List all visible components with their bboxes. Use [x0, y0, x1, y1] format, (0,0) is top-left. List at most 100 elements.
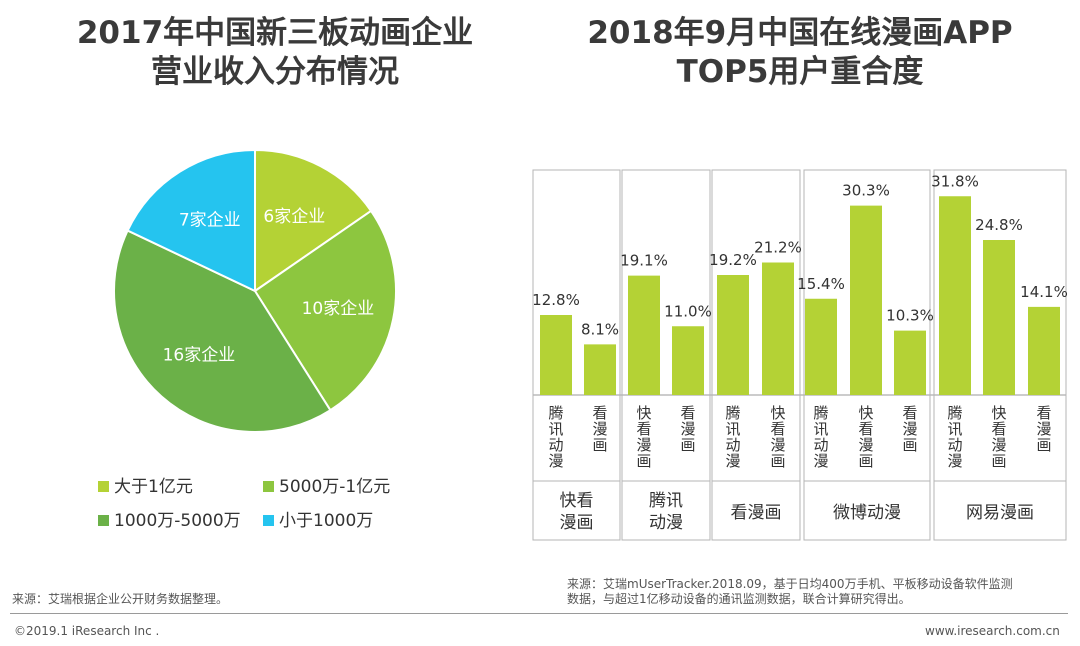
- group-name-line-2: 漫画: [560, 513, 594, 533]
- group-panel: [803, 169, 931, 541]
- bar-value-label: 12.8%: [532, 291, 580, 309]
- bar-category-label-char: 画: [991, 452, 1006, 470]
- group-name: 网易漫画: [966, 503, 1034, 523]
- source-note-right: 来源：艾瑞mUserTracker.2018.09，基于日均400万手机、平板移…: [567, 577, 1013, 607]
- group-panel: [532, 169, 621, 541]
- bar-category-label-char: 看: [636, 420, 651, 438]
- group-name-line-2: 动漫: [649, 513, 683, 533]
- bar-category-label-char: 讯: [725, 420, 740, 438]
- bar-category-label-char: 看: [858, 420, 873, 438]
- bar-category-label-char: 快: [770, 404, 785, 422]
- bar: [805, 298, 837, 395]
- bar-category-label-char: 漫: [991, 436, 1006, 454]
- bar-value-label: 11.0%: [664, 302, 712, 320]
- pie-title-line-1: 2017年中国新三板动画企业: [76, 15, 474, 51]
- source-note-right-line-1: 来源：艾瑞mUserTracker.2018.09，基于日均400万手机、平板移…: [567, 577, 1013, 591]
- group-name-line-1: 快看: [560, 491, 594, 511]
- group-name-line-1: 腾讯: [649, 491, 683, 511]
- bar-category-label-char: 画: [1036, 436, 1051, 454]
- bar: [584, 344, 616, 395]
- pie-slice-label: 10家企业: [302, 299, 375, 319]
- bar: [672, 326, 704, 395]
- bar-value-label: 31.8%: [931, 172, 979, 190]
- bar-value-label: 8.1%: [581, 320, 619, 338]
- group-name: 看漫画: [731, 503, 782, 523]
- bar-value-label: 21.2%: [754, 239, 802, 257]
- bar: [1028, 306, 1060, 395]
- bar-category-label-char: 画: [592, 436, 607, 454]
- pie-chart-title: 2017年中国新三板动画企业 营业收入分布情况: [45, 14, 505, 92]
- bar-category-label-char: 漫: [592, 420, 607, 438]
- bar: [717, 275, 749, 395]
- bar-category-label-char: 讯: [947, 420, 962, 438]
- legend-label: 5000万-1亿元: [279, 477, 390, 497]
- group-name: 微博动漫: [833, 503, 901, 523]
- bar-category-label-char: 快: [636, 404, 651, 422]
- legend-label: 1000万-5000万: [114, 511, 241, 531]
- legend-swatch: [98, 481, 109, 492]
- bar-category-label-char: 漫: [858, 436, 873, 454]
- pie-slice-label: 6家企业: [263, 207, 325, 227]
- group-panel: [621, 169, 711, 541]
- bar-category-label-char: 看: [991, 420, 1006, 438]
- bar-value-label: 30.3%: [842, 182, 890, 200]
- bar-category-label-char: 腾: [548, 404, 563, 422]
- bar-category-label-char: 动: [813, 436, 828, 454]
- copyright: ©2019.1 iResearch Inc .: [14, 624, 160, 638]
- bar-value-label: 14.1%: [1020, 283, 1068, 301]
- bar-chart-title: 2018年9月中国在线漫画APP TOP5用户重合度: [560, 14, 1040, 92]
- pie-slice-2: [253, 209, 397, 412]
- bar-category-label-char: 漫: [770, 436, 785, 454]
- bar-value-label: 19.2%: [709, 251, 757, 269]
- bar-category-label-char: 漫: [1036, 420, 1051, 438]
- legend-swatch: [263, 481, 274, 492]
- bar: [540, 315, 572, 395]
- legend-label: 大于1亿元: [114, 477, 193, 497]
- bar-category-label-char: 腾: [813, 404, 828, 422]
- website-link[interactable]: www.iresearch.com.cn: [925, 624, 1060, 638]
- bar: [983, 240, 1015, 395]
- bar-category-label-char: 漫: [902, 420, 917, 438]
- bar-category-label-char: 讯: [548, 420, 563, 438]
- group-panel: [711, 169, 801, 541]
- bar-category-label-char: 画: [770, 452, 785, 470]
- bar-value-label: 19.1%: [620, 252, 668, 270]
- bar-category-label-char: 画: [902, 436, 917, 454]
- bar-category-label-char: 画: [636, 452, 651, 470]
- bar: [628, 275, 660, 395]
- source-note-right-line-2: 数据，与超过1亿移动设备的通讯监测数据，联合计算研究得出。: [567, 592, 911, 606]
- legend-swatch: [98, 515, 109, 526]
- bar-category-label-char: 画: [858, 452, 873, 470]
- bar-value-label: 10.3%: [886, 307, 934, 325]
- bar-category-label-char: 动: [725, 436, 740, 454]
- footer-divider: [10, 613, 1068, 614]
- bar-category-label-char: 动: [947, 436, 962, 454]
- bar-category-label-char: 漫: [548, 452, 563, 470]
- bar: [762, 262, 794, 395]
- bar-category-label-char: 看: [770, 420, 785, 438]
- pie-slice-1: [254, 148, 373, 293]
- bar-category-label-char: 看: [902, 404, 917, 422]
- bar-value-label: 15.4%: [797, 275, 845, 293]
- bar-category-label-char: 看: [1036, 404, 1051, 422]
- bar-value-label: 24.8%: [975, 216, 1023, 234]
- bar-category-label-char: 讯: [813, 420, 828, 438]
- group-panel: [933, 169, 1067, 541]
- bar-category-label-char: 漫: [947, 452, 962, 470]
- bar-category-label-char: 看: [680, 404, 695, 422]
- bar: [939, 196, 971, 395]
- pie-slice-label: 16家企业: [163, 345, 236, 365]
- pie-title-line-2: 营业收入分布情况: [151, 54, 399, 90]
- bar: [850, 205, 882, 395]
- pie-slice-3: [113, 229, 332, 433]
- bar-title-line-2: TOP5用户重合度: [676, 54, 924, 90]
- bar-category-label-char: 漫: [813, 452, 828, 470]
- bar-category-label-char: 漫: [680, 420, 695, 438]
- bar-title-line-1: 2018年9月中国在线漫画APP: [587, 15, 1013, 51]
- bar-category-label-char: 腾: [947, 404, 962, 422]
- bar-category-label-char: 漫: [725, 452, 740, 470]
- pie-slice-4: [126, 148, 256, 293]
- pie-slice-label: 7家企业: [179, 210, 241, 230]
- bar-category-label-char: 画: [680, 436, 695, 454]
